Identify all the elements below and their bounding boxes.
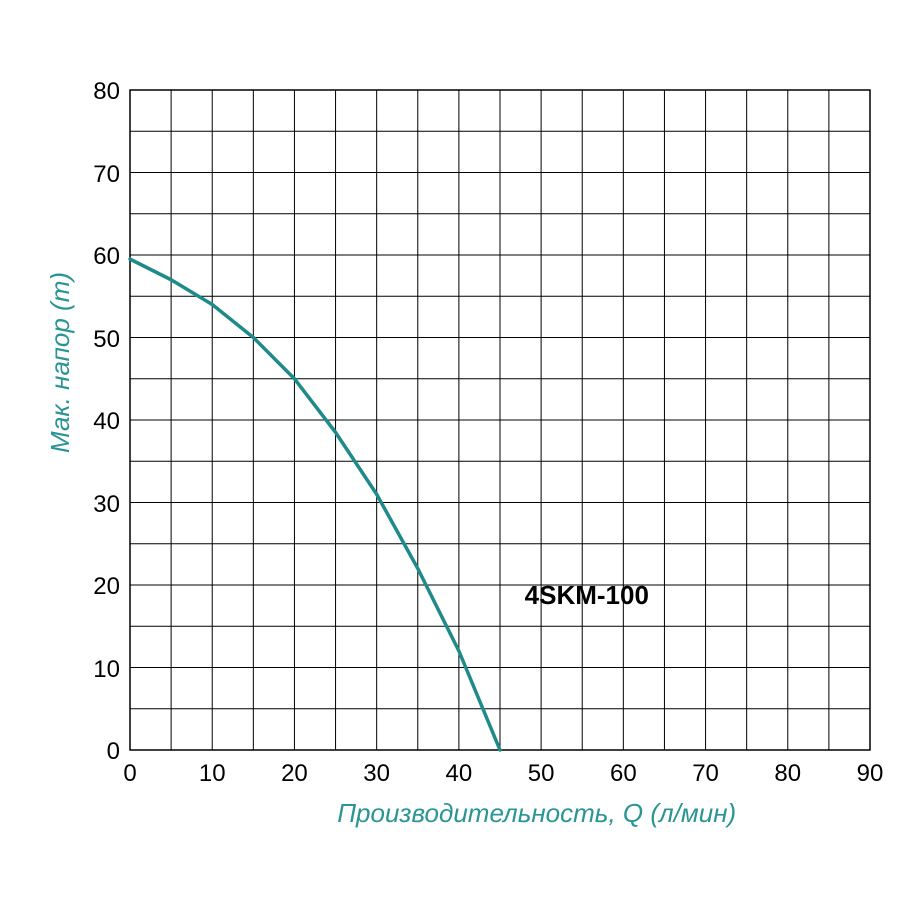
x-tick-label: 90 xyxy=(855,760,885,788)
x-tick-label: 80 xyxy=(773,760,803,788)
y-tick-label: 30 xyxy=(80,491,120,519)
y-tick-label: 10 xyxy=(80,656,120,684)
x-tick-label: 20 xyxy=(279,760,309,788)
y-tick-label: 50 xyxy=(80,326,120,354)
y-tick-label: 70 xyxy=(80,161,120,189)
x-tick-label: 40 xyxy=(444,760,474,788)
x-tick-label: 70 xyxy=(691,760,721,788)
y-tick-label: 80 xyxy=(80,78,120,106)
y-axis-label: Мак. напор (m) xyxy=(45,272,76,453)
x-tick-label: 10 xyxy=(197,760,227,788)
y-tick-label: 0 xyxy=(80,738,120,766)
pump-curve-chart: Мак. напор (m) Производительность, Q (л/… xyxy=(0,0,900,900)
x-tick-label: 60 xyxy=(608,760,638,788)
series-label: 4SKM-100 xyxy=(525,580,649,611)
x-axis-label: Производительность, Q (л/мин) xyxy=(337,798,736,829)
y-tick-label: 40 xyxy=(80,408,120,436)
x-tick-label: 30 xyxy=(362,760,392,788)
y-tick-label: 20 xyxy=(80,573,120,601)
y-tick-label: 60 xyxy=(80,243,120,271)
x-tick-label: 50 xyxy=(526,760,556,788)
